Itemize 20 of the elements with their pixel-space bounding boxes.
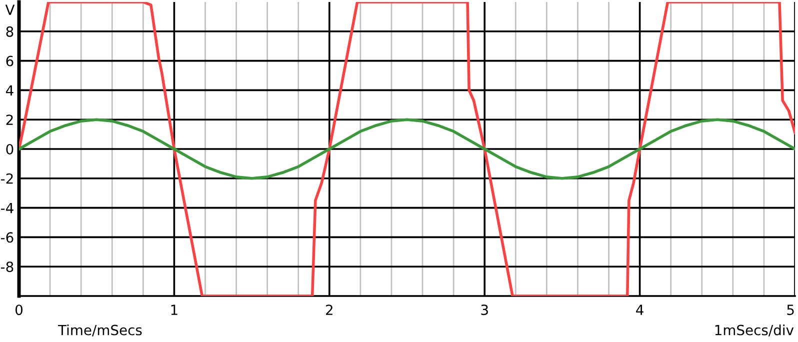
x-tick-label: 1 [171, 304, 178, 315]
text: 1mSecs/div [715, 324, 794, 336]
y-tick-label: 4 [6, 85, 14, 96]
y-tick-label: 8 [6, 26, 14, 37]
y-tick-label: 0 [6, 144, 14, 154]
y-axis-title: V [5, 4, 15, 15]
x-tick-label: 5 [787, 304, 794, 316]
x-tick-label: 3 [481, 304, 488, 316]
x-tick-label: 0 [15, 304, 22, 316]
line-series [19, 2, 795, 296]
line-series [19, 118, 795, 180]
y-tick-label: -4 [0, 202, 14, 214]
x-tick-label: 4 [636, 304, 644, 315]
y-tick-label: 6 [6, 56, 14, 66]
x-axis-title: Time/mSecs [58, 324, 142, 336]
y-tick-label: 2 [6, 114, 13, 125]
y-tick-label: -2 [0, 173, 13, 184]
x-tick-label: 2 [326, 304, 332, 315]
y-tick-label: -6 [0, 232, 14, 243]
y-tick-label: -8 [0, 262, 14, 272]
